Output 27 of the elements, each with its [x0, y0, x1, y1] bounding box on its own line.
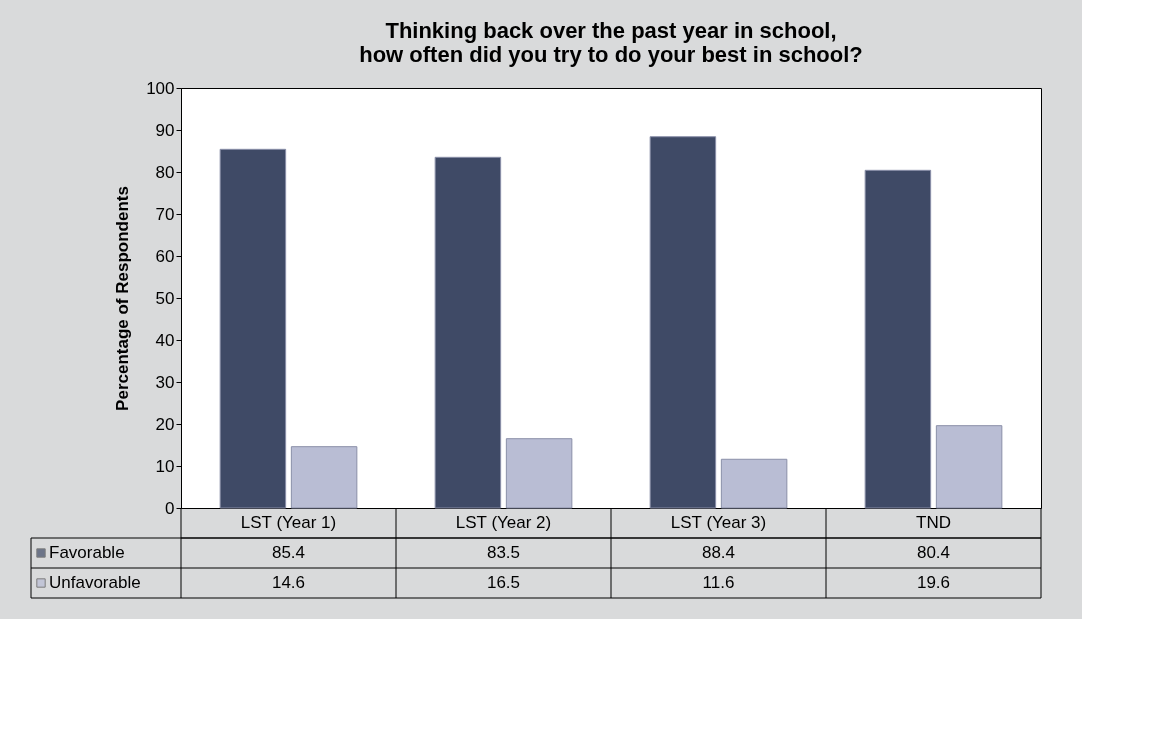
x-tick-label: LST (Year 3) [670, 513, 767, 532]
y-tick-label: 20 [155, 414, 175, 434]
data-label: 80.4 [916, 543, 951, 562]
y-tick-label: 40 [155, 330, 175, 350]
y-axis-title: Percentage of Respondents [113, 186, 133, 411]
y-tick-label: 50 [155, 288, 175, 308]
legend-label: Unfavorable [49, 573, 141, 592]
y-tick-label: 100 [146, 78, 175, 98]
data-label: 19.6 [916, 573, 951, 592]
y-tick-label: 70 [155, 204, 175, 224]
y-tick-label: 80 [155, 162, 175, 182]
y-tick-label: 60 [155, 246, 175, 266]
data-label: 16.5 [486, 573, 521, 592]
x-tick-label: LST (Year 2) [455, 513, 552, 532]
y-tick-label: 30 [155, 372, 175, 392]
x-tick-label: TND [916, 513, 951, 532]
y-tick-label: 10 [155, 456, 175, 476]
data-label: 11.6 [702, 573, 735, 592]
data-label: 85.4 [271, 543, 306, 562]
y-tick-label: 90 [155, 120, 175, 140]
y-tick-label: 0 [165, 498, 175, 518]
legend-label: Favorable [49, 543, 125, 562]
data-label: 88.4 [701, 543, 736, 562]
data-label: 83.5 [486, 543, 521, 562]
x-tick-label: LST (Year 1) [240, 513, 337, 532]
chart-title: Thinking back over the past year in school, how often did you try to do your best in school? [359, 18, 863, 67]
data-label: 14.6 [271, 573, 306, 592]
